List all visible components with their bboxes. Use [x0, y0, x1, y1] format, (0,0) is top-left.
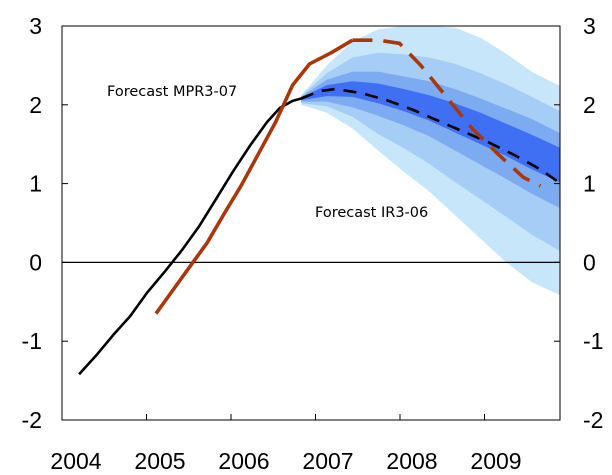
- y-tick-label-right: -2: [583, 407, 603, 433]
- x-tick-label: 2004: [50, 448, 101, 474]
- series-forecast_ir: [300, 87, 560, 185]
- series-history: [78, 97, 302, 376]
- x-tick-label: 2005: [134, 448, 185, 474]
- x-tick-label: 2008: [386, 448, 437, 474]
- series-forecast_mpr-dashed: [352, 38, 542, 188]
- y-tick-label-right: 2: [583, 92, 596, 118]
- y-tick-label-right: 1: [583, 171, 596, 197]
- y-tick-label-left: 0: [29, 249, 42, 275]
- x-tick-label: 2007: [302, 448, 353, 474]
- y-tick-label-left: -1: [22, 328, 42, 354]
- series-lines: [78, 38, 560, 376]
- axis-ticks: 3 2 1 0 -1 -2 3 2 1 0 -1 -2 2004 2005 2006 2007 2008 2009: [22, 13, 604, 474]
- y-tick-label-left: 1: [29, 171, 42, 197]
- x-tick-label: 2006: [218, 448, 269, 474]
- series-forecast_mpr-solid: [154, 38, 354, 315]
- y-tick-label-left: 2: [29, 92, 42, 118]
- fan-band-3: [301, 71, 560, 209]
- y-tick-label-left: -2: [22, 407, 42, 433]
- plot-frame: [61, 25, 561, 421]
- y-tick-label-right: 3: [583, 13, 596, 39]
- x-tick-label: 2009: [470, 448, 521, 474]
- y-tick-label-left: 3: [29, 13, 42, 39]
- y-tick-label-right: -1: [583, 328, 603, 354]
- y-tick-label-right: 0: [583, 249, 596, 275]
- annotation-forecast-mpr: Forecast MPR3-07: [107, 84, 237, 100]
- annotation-forecast-ir: Forecast IR3-06: [315, 205, 428, 221]
- uncertainty-fan: [301, 26, 560, 296]
